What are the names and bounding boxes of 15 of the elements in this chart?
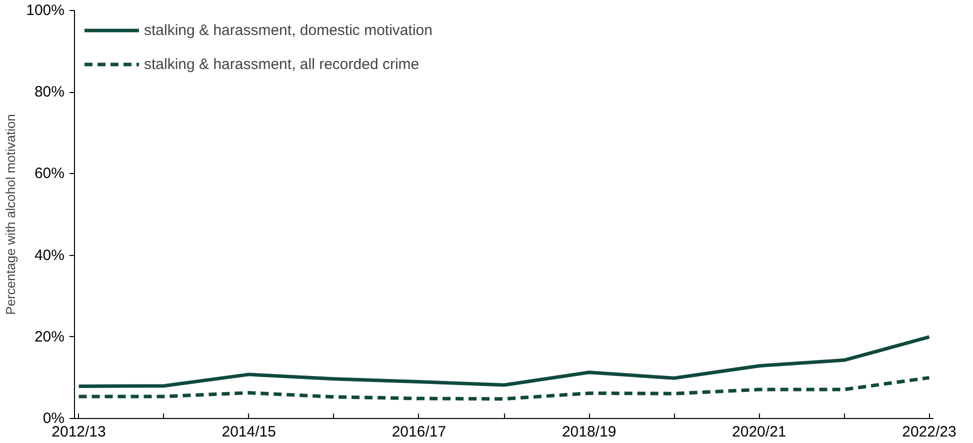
y-axis-title: Percentage with alcohol motivation bbox=[3, 114, 18, 315]
x-tick-label: 2014/15 bbox=[222, 424, 276, 440]
y-tick-label: 20% bbox=[34, 328, 65, 346]
x-tick-label: 2016/17 bbox=[392, 424, 446, 440]
legend-label: stalking & harassment, all recorded crime bbox=[144, 56, 420, 72]
line-series bbox=[77, 376, 931, 401]
x-tick-label: 2018/19 bbox=[562, 424, 616, 440]
line-series bbox=[77, 335, 931, 388]
y-tick-label: 60% bbox=[34, 165, 65, 182]
legend-label: stalking & harassment, domestic motivation bbox=[144, 22, 432, 38]
y-tick-label: 100% bbox=[26, 2, 65, 19]
y-tick-label: 80% bbox=[34, 84, 65, 101]
x-tick-label: 2022/23 bbox=[902, 424, 956, 440]
x-tick-label: 2020/21 bbox=[732, 424, 786, 440]
y-tick-label: 40% bbox=[34, 246, 65, 264]
